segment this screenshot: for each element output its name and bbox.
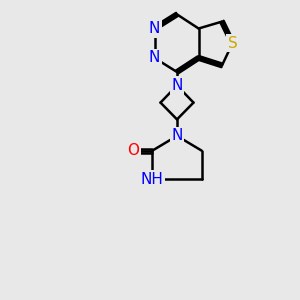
Text: O: O xyxy=(128,143,140,158)
Text: NH: NH xyxy=(141,172,164,187)
Text: N: N xyxy=(149,21,160,36)
Text: S: S xyxy=(228,36,237,51)
Text: N: N xyxy=(149,50,160,65)
Text: N: N xyxy=(171,78,183,93)
Text: N: N xyxy=(171,128,183,143)
